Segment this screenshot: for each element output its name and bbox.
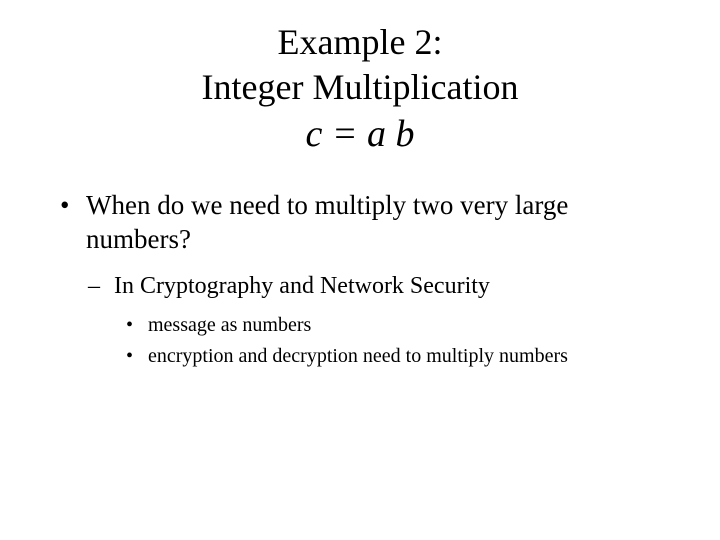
title-equation: c = a b: [40, 110, 680, 159]
bullet-l3b-text: encryption and decryption need to multip…: [148, 345, 568, 367]
bullet-l1-text: When do we need to multiply two very lar…: [86, 190, 568, 254]
bullet-l3b: encryption and decryption need to multip…: [60, 343, 680, 370]
bullet-l3a-text: message as numbers: [148, 314, 311, 336]
title-line-2: Integer Multiplication: [40, 65, 680, 110]
bullet-l1: When do we need to multiply two very lar…: [60, 189, 680, 257]
bullet-l2: In Cryptography and Network Security: [60, 271, 680, 302]
bullet-l2-text: In Cryptography and Network Security: [114, 273, 490, 299]
title-line-1: Example 2:: [40, 20, 680, 65]
slide-title-block: Example 2: Integer Multiplication c = a …: [40, 20, 680, 159]
bullet-l3a: message as numbers: [60, 312, 680, 339]
content-list: When do we need to multiply two very lar…: [40, 189, 680, 370]
